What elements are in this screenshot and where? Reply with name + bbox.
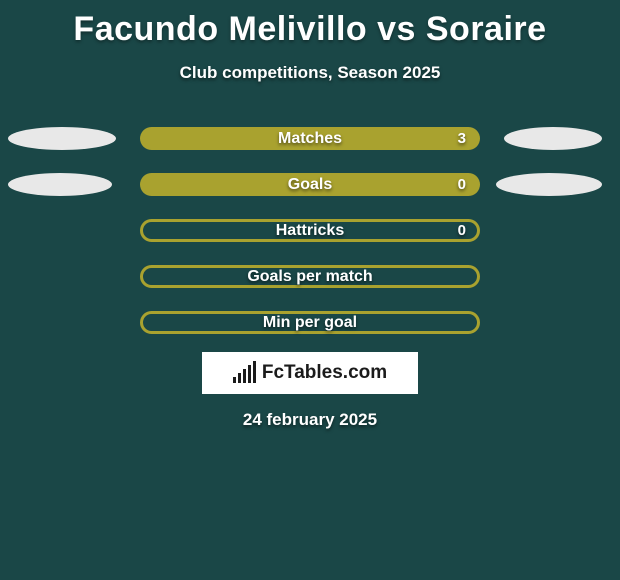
stat-pill: Hattricks 0 <box>140 219 480 242</box>
stat-label: Goals <box>288 176 332 194</box>
stat-pill: Matches 3 <box>140 127 480 150</box>
left-ellipse <box>8 173 112 196</box>
page-title: Facundo Melivillo vs Soraire <box>0 0 620 49</box>
stat-label: Matches <box>278 130 342 148</box>
logo-chart-icon <box>233 363 256 383</box>
stat-row: Hattricks 0 <box>0 219 620 242</box>
stat-pill: Min per goal <box>140 311 480 334</box>
stat-pill: Goals per match <box>140 265 480 288</box>
left-ellipse <box>8 127 116 150</box>
stat-value: 0 <box>458 222 466 239</box>
stat-row: Goals per match <box>0 265 620 288</box>
stat-label: Goals per match <box>247 268 372 286</box>
stat-value: 0 <box>458 176 466 193</box>
comparison-infographic: Facundo Melivillo vs Soraire Club compet… <box>0 0 620 580</box>
right-ellipse <box>496 173 602 196</box>
stat-value: 3 <box>458 130 466 147</box>
logo-box: FcTables.com <box>202 352 418 394</box>
stat-label: Min per goal <box>263 314 357 332</box>
stat-row: Goals 0 <box>0 173 620 196</box>
stat-pill: Goals 0 <box>140 173 480 196</box>
logo-text: FcTables.com <box>262 362 387 384</box>
date-label: 24 february 2025 <box>0 410 620 430</box>
subtitle: Club competitions, Season 2025 <box>0 63 620 83</box>
stat-rows: Matches 3 Goals 0 Hattricks 0 Goals per match M… <box>0 127 620 334</box>
stat-row: Min per goal <box>0 311 620 334</box>
stat-label: Hattricks <box>276 222 344 240</box>
stat-row: Matches 3 <box>0 127 620 150</box>
right-ellipse <box>504 127 602 150</box>
